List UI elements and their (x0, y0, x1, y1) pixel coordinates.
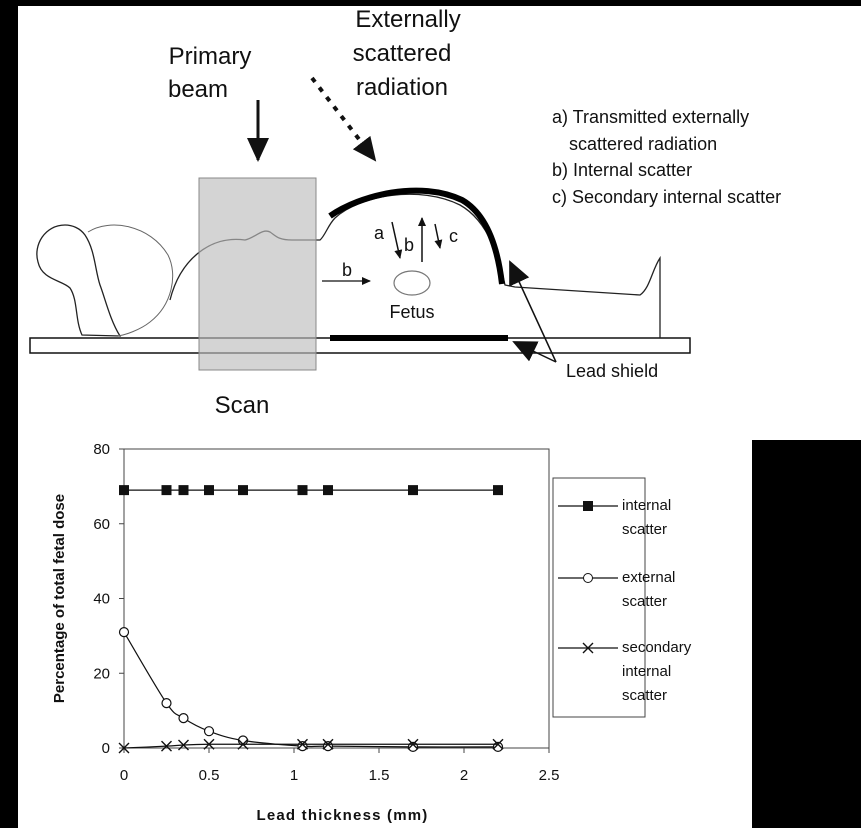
y-tick-label: 80 (93, 441, 110, 458)
y-tick-label: 40 (93, 591, 110, 608)
scan-label: Scan (215, 392, 270, 419)
legend-symbol (582, 642, 594, 654)
x-tick-label: 0.5 (199, 767, 220, 784)
x-tick-label: 2 (460, 767, 468, 784)
marker (323, 485, 333, 496)
arrow-a (391, 221, 403, 259)
scan-region (198, 177, 317, 371)
diagram: Primary beam Externally scattered radiat… (29, 6, 781, 419)
marker (407, 738, 419, 750)
external-scatter-arrow (310, 76, 377, 162)
series-line (123, 743, 498, 749)
marker (238, 485, 248, 496)
marker (178, 485, 189, 496)
border (0, 0, 18, 828)
x-tick-label: 2.5 (539, 767, 560, 784)
key: a) Transmitted externally (552, 107, 749, 127)
lead-pointer (509, 260, 557, 363)
lead-pointer (512, 341, 557, 363)
legend-marker (583, 501, 593, 511)
border (0, 0, 861, 6)
lead-shield-top (328, 187, 505, 285)
fetus (393, 270, 431, 296)
x-tick-label: 1 (290, 767, 298, 784)
plot-frame (123, 448, 550, 749)
legend-label: secondary internal scatter (622, 639, 692, 704)
head (36, 224, 122, 337)
marker (161, 485, 172, 496)
x-axis-label: Lead thickness (mm) (256, 807, 428, 824)
marker (322, 738, 334, 750)
key: c) Secondary internal scatter (552, 187, 781, 207)
label: radiation (356, 74, 448, 101)
y-axis-label: Percentage of total fetal dose (51, 494, 68, 703)
key: b) Internal scatter (552, 160, 692, 180)
marker (408, 485, 418, 496)
marker (204, 485, 214, 496)
chart: 0 20 40 60 80 0 0.5 1 1.5 2 2.5 Lead thickness (mm)… (51, 441, 646, 824)
legend-box (552, 477, 646, 718)
y-tick-label: 60 (93, 516, 110, 533)
arrow-label: c (449, 226, 458, 246)
y-tick-label: 0 (102, 740, 110, 757)
lead-label: Lead shield (566, 361, 658, 381)
torso (87, 224, 174, 337)
marker (237, 738, 249, 750)
legend-marker (583, 573, 593, 583)
label: scattered (353, 40, 452, 67)
label: beam (168, 76, 228, 103)
fetus-label: Fetus (389, 302, 434, 322)
arrow-label: a (374, 223, 385, 243)
marker (119, 485, 129, 496)
marker (118, 742, 130, 754)
label: Primary (169, 43, 252, 70)
marker (297, 485, 308, 496)
border (752, 440, 861, 828)
legend-label: external scatter (622, 569, 676, 610)
marker (492, 738, 504, 750)
marker (203, 738, 215, 750)
arrow-label: b (342, 260, 352, 280)
marker (297, 738, 308, 750)
marker (322, 741, 334, 752)
y-tick-label: 20 (93, 665, 110, 682)
marker (203, 726, 215, 737)
marker (178, 712, 189, 724)
marker (161, 698, 172, 709)
legend-symbol (583, 573, 593, 583)
marker (297, 741, 308, 752)
arrow-c (434, 223, 443, 249)
marker (118, 627, 130, 638)
x-tick-label: 1.5 (369, 767, 390, 784)
x-tick-label: 0 (120, 767, 128, 784)
legend-label: internal scatter (622, 497, 672, 538)
marker (493, 485, 503, 496)
marker (161, 740, 172, 752)
legend-symbol (583, 501, 593, 511)
arrow-label: b (404, 235, 414, 255)
label: Externally (355, 6, 460, 33)
key: scattered radiation (569, 134, 717, 154)
legend-marker (582, 642, 594, 654)
marker (178, 739, 189, 751)
